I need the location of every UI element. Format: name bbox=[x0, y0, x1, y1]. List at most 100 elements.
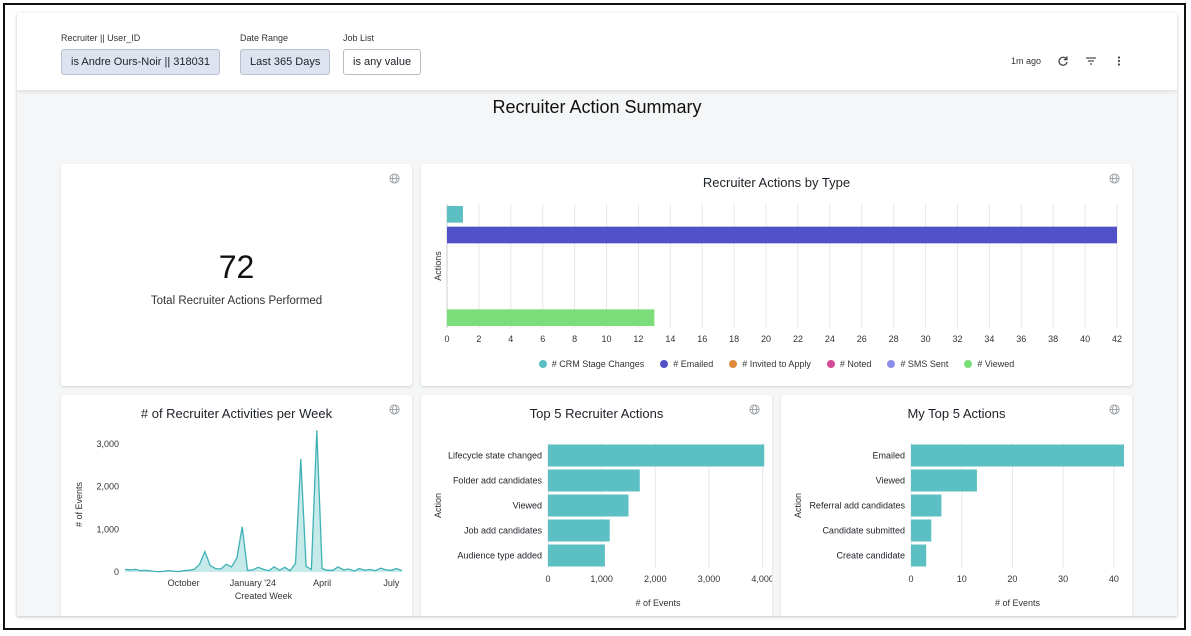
bar bbox=[911, 469, 977, 492]
chart-legend: # CRM Stage Changes # Emailed # Invited to… bbox=[421, 359, 1132, 369]
x-tick-label: 2,000 bbox=[644, 574, 667, 584]
y-tick-label: Referral add candidates bbox=[809, 501, 905, 511]
x-tick-label: 6 bbox=[540, 334, 545, 344]
legend-swatch bbox=[729, 360, 738, 368]
chart-title: Top 5 Recruiter Actions bbox=[529, 406, 664, 421]
x-tick-label: July bbox=[383, 578, 400, 588]
x-tick-label: October bbox=[168, 578, 200, 588]
x-axis-label: Created Week bbox=[235, 591, 293, 601]
activities-per-week-tile: # of Recruiter Activities per Week 0 1,00… bbox=[61, 395, 412, 616]
filter-recruiter: Recruiter || User_ID is Andre Ours-Noir … bbox=[61, 33, 221, 75]
legend-item[interactable]: # SMS Sent bbox=[887, 359, 948, 369]
x-tick-label: 10 bbox=[957, 574, 967, 584]
x-tick-label: 3,000 bbox=[698, 574, 721, 584]
y-tick-label: Folder add candidates bbox=[453, 476, 543, 486]
x-tick-label: 42 bbox=[1112, 334, 1122, 344]
legend-item[interactable]: # Viewed bbox=[964, 359, 1014, 369]
actions-by-type-chart: 0 2 4 6 8 10 12 14 16 18 20 22 24 26 28 30 32 34 36 38 40 42A… bbox=[433, 204, 1122, 344]
filter-job-list-value[interactable]: is any value bbox=[343, 49, 422, 75]
activities-per-week-chart: 0 1,000 2,000 3,000 October January '24 April J… bbox=[74, 430, 403, 601]
x-tick-label: 26 bbox=[857, 334, 867, 344]
x-tick-label: 24 bbox=[825, 334, 835, 344]
legend-item[interactable]: # Noted bbox=[826, 359, 871, 369]
y-tick-label: Viewed bbox=[513, 501, 542, 511]
filter-icon[interactable] bbox=[1085, 55, 1097, 67]
x-tick-label: 34 bbox=[984, 334, 994, 344]
legend-swatch bbox=[826, 360, 835, 368]
y-tick-label: Job add candidates bbox=[464, 526, 543, 536]
x-tick-label: 22 bbox=[793, 334, 803, 344]
bar bbox=[447, 226, 1117, 244]
x-tick-label: 38 bbox=[1048, 334, 1058, 344]
legend-label: # CRM Stage Changes bbox=[551, 359, 645, 369]
x-tick-label: 30 bbox=[921, 334, 931, 344]
x-tick-label: 12 bbox=[633, 334, 643, 344]
legend-item[interactable]: # Invited to Apply bbox=[729, 359, 811, 369]
bar bbox=[548, 519, 610, 542]
y-tick-label: Viewed bbox=[876, 476, 905, 486]
legend-item[interactable]: # CRM Stage Changes bbox=[538, 359, 645, 369]
y-axis-label: Actions bbox=[433, 251, 443, 281]
legend-label: # Emailed bbox=[673, 359, 714, 369]
bar bbox=[548, 469, 640, 492]
x-tick-label: 1,000 bbox=[590, 574, 613, 584]
y-tick-label: Lifecycle state changed bbox=[448, 451, 542, 461]
bar bbox=[911, 544, 927, 567]
x-tick-label: 40 bbox=[1080, 334, 1090, 344]
bar bbox=[911, 444, 1124, 467]
x-tick-label: 16 bbox=[697, 334, 707, 344]
globe-icon[interactable] bbox=[389, 173, 400, 184]
x-tick-label: 0 bbox=[545, 574, 550, 584]
my-top5-actions-chart: 0 10 20 30 40 Emailed Viewed Referral add candi… bbox=[793, 443, 1124, 608]
legend-item[interactable]: # Emailed bbox=[660, 359, 713, 369]
top5-recruiter-actions-chart: 0 1,000 2,000 3,000 4,000 Lifecycle state cha… bbox=[433, 443, 772, 608]
legend-label: # Viewed bbox=[977, 359, 1015, 369]
legend-swatch bbox=[538, 360, 547, 368]
bar bbox=[447, 309, 655, 326]
y-tick-label: Emailed bbox=[872, 451, 905, 461]
bar bbox=[548, 494, 629, 517]
filter-label: Date Range bbox=[240, 33, 289, 43]
y-tick-label: Candidate submitted bbox=[822, 526, 905, 536]
bar bbox=[911, 494, 942, 517]
x-tick-label: 4,000 bbox=[751, 574, 772, 584]
bar bbox=[911, 519, 932, 542]
globe-icon[interactable] bbox=[1109, 173, 1120, 184]
x-tick-label: 14 bbox=[665, 334, 675, 344]
bar bbox=[447, 206, 463, 223]
filter-date-range: Date Range Last 365 Days bbox=[240, 33, 331, 75]
globe-icon[interactable] bbox=[749, 404, 760, 415]
filter-label: Recruiter || User_ID bbox=[61, 33, 141, 43]
x-tick-label: 28 bbox=[889, 334, 899, 344]
filter-job-list: Job List is any value bbox=[343, 33, 422, 75]
y-tick-label: 2,000 bbox=[96, 482, 119, 492]
dashboard-canvas: Recruiter || User_ID is Andre Ours-Noir … bbox=[17, 13, 1177, 616]
x-tick-label: 4 bbox=[508, 334, 513, 344]
x-tick-label: 30 bbox=[1058, 574, 1068, 584]
y-axis-label: Action bbox=[433, 493, 443, 518]
y-tick-label: 1,000 bbox=[96, 524, 119, 534]
x-axis-label: # of Events bbox=[635, 598, 681, 608]
chart-title: Recruiter Actions by Type bbox=[702, 175, 851, 190]
x-tick-label: January '24 bbox=[230, 578, 276, 588]
y-tick-label: 3,000 bbox=[96, 439, 119, 449]
refresh-icon[interactable] bbox=[1057, 55, 1069, 67]
header-actions: 1m ago bbox=[1011, 55, 1125, 67]
globe-icon[interactable] bbox=[389, 404, 400, 415]
x-tick-label: 0 bbox=[444, 334, 449, 344]
x-tick-label: 10 bbox=[602, 334, 612, 344]
legend-label: # SMS Sent bbox=[900, 359, 949, 369]
kpi-value: 72 bbox=[218, 249, 255, 285]
x-tick-label: 36 bbox=[1016, 334, 1026, 344]
globe-icon[interactable] bbox=[1109, 404, 1120, 415]
area-fill bbox=[125, 430, 402, 572]
chart-title: My Top 5 Actions bbox=[907, 406, 1006, 421]
bar bbox=[548, 544, 605, 567]
my-top5-actions-tile: My Top 5 Actions 0 10 20 30 40 Emailed Viewed R… bbox=[781, 395, 1132, 616]
x-tick-label: 40 bbox=[1109, 574, 1119, 584]
filter-recruiter-value[interactable]: is Andre Ours-Noir || 318031 bbox=[61, 49, 221, 75]
y-tick-label: Create candidate bbox=[836, 551, 905, 561]
filter-date-range-value[interactable]: Last 365 Days bbox=[240, 49, 331, 75]
more-vert-icon[interactable] bbox=[1113, 55, 1125, 67]
x-tick-label: 8 bbox=[572, 334, 577, 344]
